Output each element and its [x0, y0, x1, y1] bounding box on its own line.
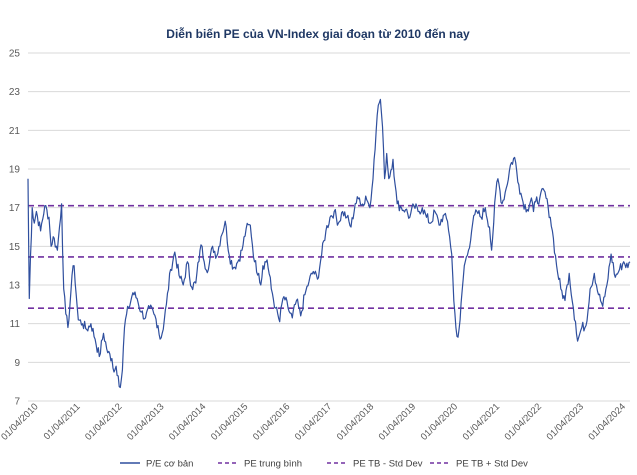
y-tick-label: 23: [9, 87, 21, 98]
x-tick-label: 01/04/2023: [545, 401, 586, 442]
pe-series: [27, 98, 631, 389]
x-axis-ticks: 01/04/2010 01/04/2011 01/04/2012 01/04/2013…: [0, 401, 628, 442]
y-tick-label: 15: [9, 242, 21, 253]
x-tick-label: 01/04/2017: [293, 401, 334, 442]
x-tick-label: 01/04/2013: [125, 401, 166, 442]
y-tick-label: 11: [10, 319, 21, 330]
x-tick-label: 01/04/2015: [209, 401, 250, 442]
y-tick-label: 17: [9, 203, 21, 214]
legend-label: PE TB - Std Dev: [353, 459, 423, 470]
y-tick-label: 19: [9, 165, 21, 176]
chart-title: Diễn biến PE của VN-Index giai đoạn từ 2…: [166, 26, 470, 41]
x-tick-label: 01/04/2022: [503, 401, 544, 442]
x-tick-label: 01/04/2021: [461, 401, 502, 442]
x-tick-label: 01/04/2012: [83, 401, 124, 442]
y-tick-label: 7: [14, 397, 20, 408]
x-tick-label: 01/04/2016: [251, 401, 292, 442]
x-tick-label: 01/04/2024: [587, 401, 628, 442]
x-tick-label: 01/04/2010: [0, 401, 41, 442]
y-tick-label: 13: [9, 281, 21, 292]
y-tick-label: 21: [9, 126, 21, 137]
y-tick-label: 25: [9, 49, 21, 60]
pe-line: [27, 98, 631, 389]
x-tick-label: 01/04/2019: [377, 401, 418, 442]
legend-label: PE TB + Std Dev: [456, 459, 528, 470]
x-tick-label: 01/04/2020: [419, 401, 460, 442]
legend: P/E cơ bản PE trung bình PE TB - Std Dev PE…: [120, 459, 528, 470]
gridlines: [28, 52, 630, 402]
y-axis-ticks: 25 23 21 19 17 15 13 11 9 7: [9, 49, 21, 408]
legend-label: PE trung bình: [244, 459, 302, 470]
x-tick-label: 01/04/2011: [42, 401, 83, 442]
y-tick-label: 9: [14, 358, 20, 369]
x-tick-label: 01/04/2014: [167, 401, 208, 442]
x-tick-label: 01/04/2018: [335, 401, 376, 442]
legend-label: P/E cơ bản: [146, 459, 193, 470]
